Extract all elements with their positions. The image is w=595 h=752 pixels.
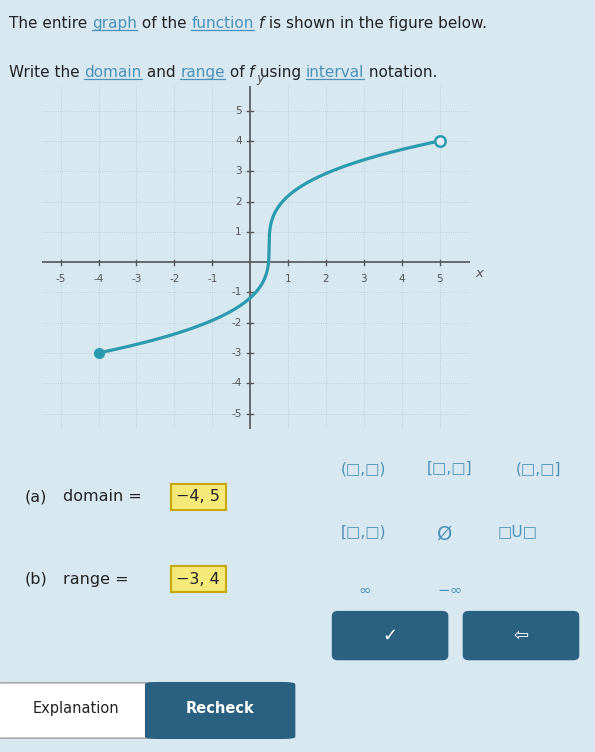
Text: domain: domain <box>84 65 142 80</box>
FancyBboxPatch shape <box>464 611 578 660</box>
Text: The entire: The entire <box>9 16 92 31</box>
Text: Explanation: Explanation <box>32 702 119 716</box>
Text: domain =: domain = <box>62 489 147 504</box>
Text: □U□: □U□ <box>497 524 537 539</box>
Text: 4: 4 <box>235 136 242 146</box>
FancyBboxPatch shape <box>146 683 295 738</box>
Text: -4: -4 <box>93 274 104 284</box>
Text: of: of <box>225 65 249 80</box>
Text: [□,□): [□,□) <box>340 524 386 539</box>
Text: f: f <box>259 16 264 31</box>
Text: (b): (b) <box>25 572 48 587</box>
Text: 3: 3 <box>361 274 367 284</box>
Text: -2: -2 <box>231 317 242 328</box>
Text: and: and <box>142 65 180 80</box>
Text: -3: -3 <box>131 274 142 284</box>
Text: Write the: Write the <box>9 65 84 80</box>
Text: -1: -1 <box>231 287 242 297</box>
Text: notation.: notation. <box>364 65 437 80</box>
Text: f: f <box>249 65 255 80</box>
Text: interval: interval <box>306 65 364 80</box>
Text: -1: -1 <box>207 274 217 284</box>
Text: ✓: ✓ <box>383 626 397 644</box>
Text: 5: 5 <box>436 274 443 284</box>
Text: of the: of the <box>137 16 192 31</box>
Text: 2: 2 <box>235 196 242 207</box>
Text: using: using <box>255 65 306 80</box>
Text: x: x <box>476 267 484 280</box>
Text: function: function <box>192 16 254 31</box>
Text: 1: 1 <box>285 274 292 284</box>
Text: graph: graph <box>92 16 137 31</box>
Text: 5: 5 <box>235 106 242 116</box>
Text: (a): (a) <box>25 489 47 504</box>
Text: y: y <box>256 72 264 85</box>
Text: -5: -5 <box>55 274 66 284</box>
Text: -3: -3 <box>231 348 242 358</box>
Text: (□,□): (□,□) <box>340 461 386 476</box>
Text: −∞: −∞ <box>437 584 463 599</box>
Text: Ø: Ø <box>437 524 453 544</box>
FancyBboxPatch shape <box>333 611 447 660</box>
Text: 1: 1 <box>235 227 242 237</box>
Text: is shown in the figure below.: is shown in the figure below. <box>264 16 487 31</box>
FancyBboxPatch shape <box>0 683 158 738</box>
Text: [□,□]: [□,□] <box>427 461 472 476</box>
Text: -4: -4 <box>231 378 242 388</box>
Text: ⇦: ⇦ <box>513 626 528 644</box>
Text: ∞: ∞ <box>359 584 371 599</box>
Text: -5: -5 <box>231 408 242 419</box>
Text: 2: 2 <box>322 274 329 284</box>
Text: −4, 5: −4, 5 <box>176 489 220 504</box>
Text: range: range <box>180 65 225 80</box>
Text: range =: range = <box>62 572 133 587</box>
Text: -2: -2 <box>169 274 180 284</box>
Text: 4: 4 <box>399 274 405 284</box>
Text: Recheck: Recheck <box>186 702 255 716</box>
Text: (□,□]: (□,□] <box>516 461 561 476</box>
Text: 3: 3 <box>235 166 242 176</box>
Text: −3, 4: −3, 4 <box>176 572 220 587</box>
